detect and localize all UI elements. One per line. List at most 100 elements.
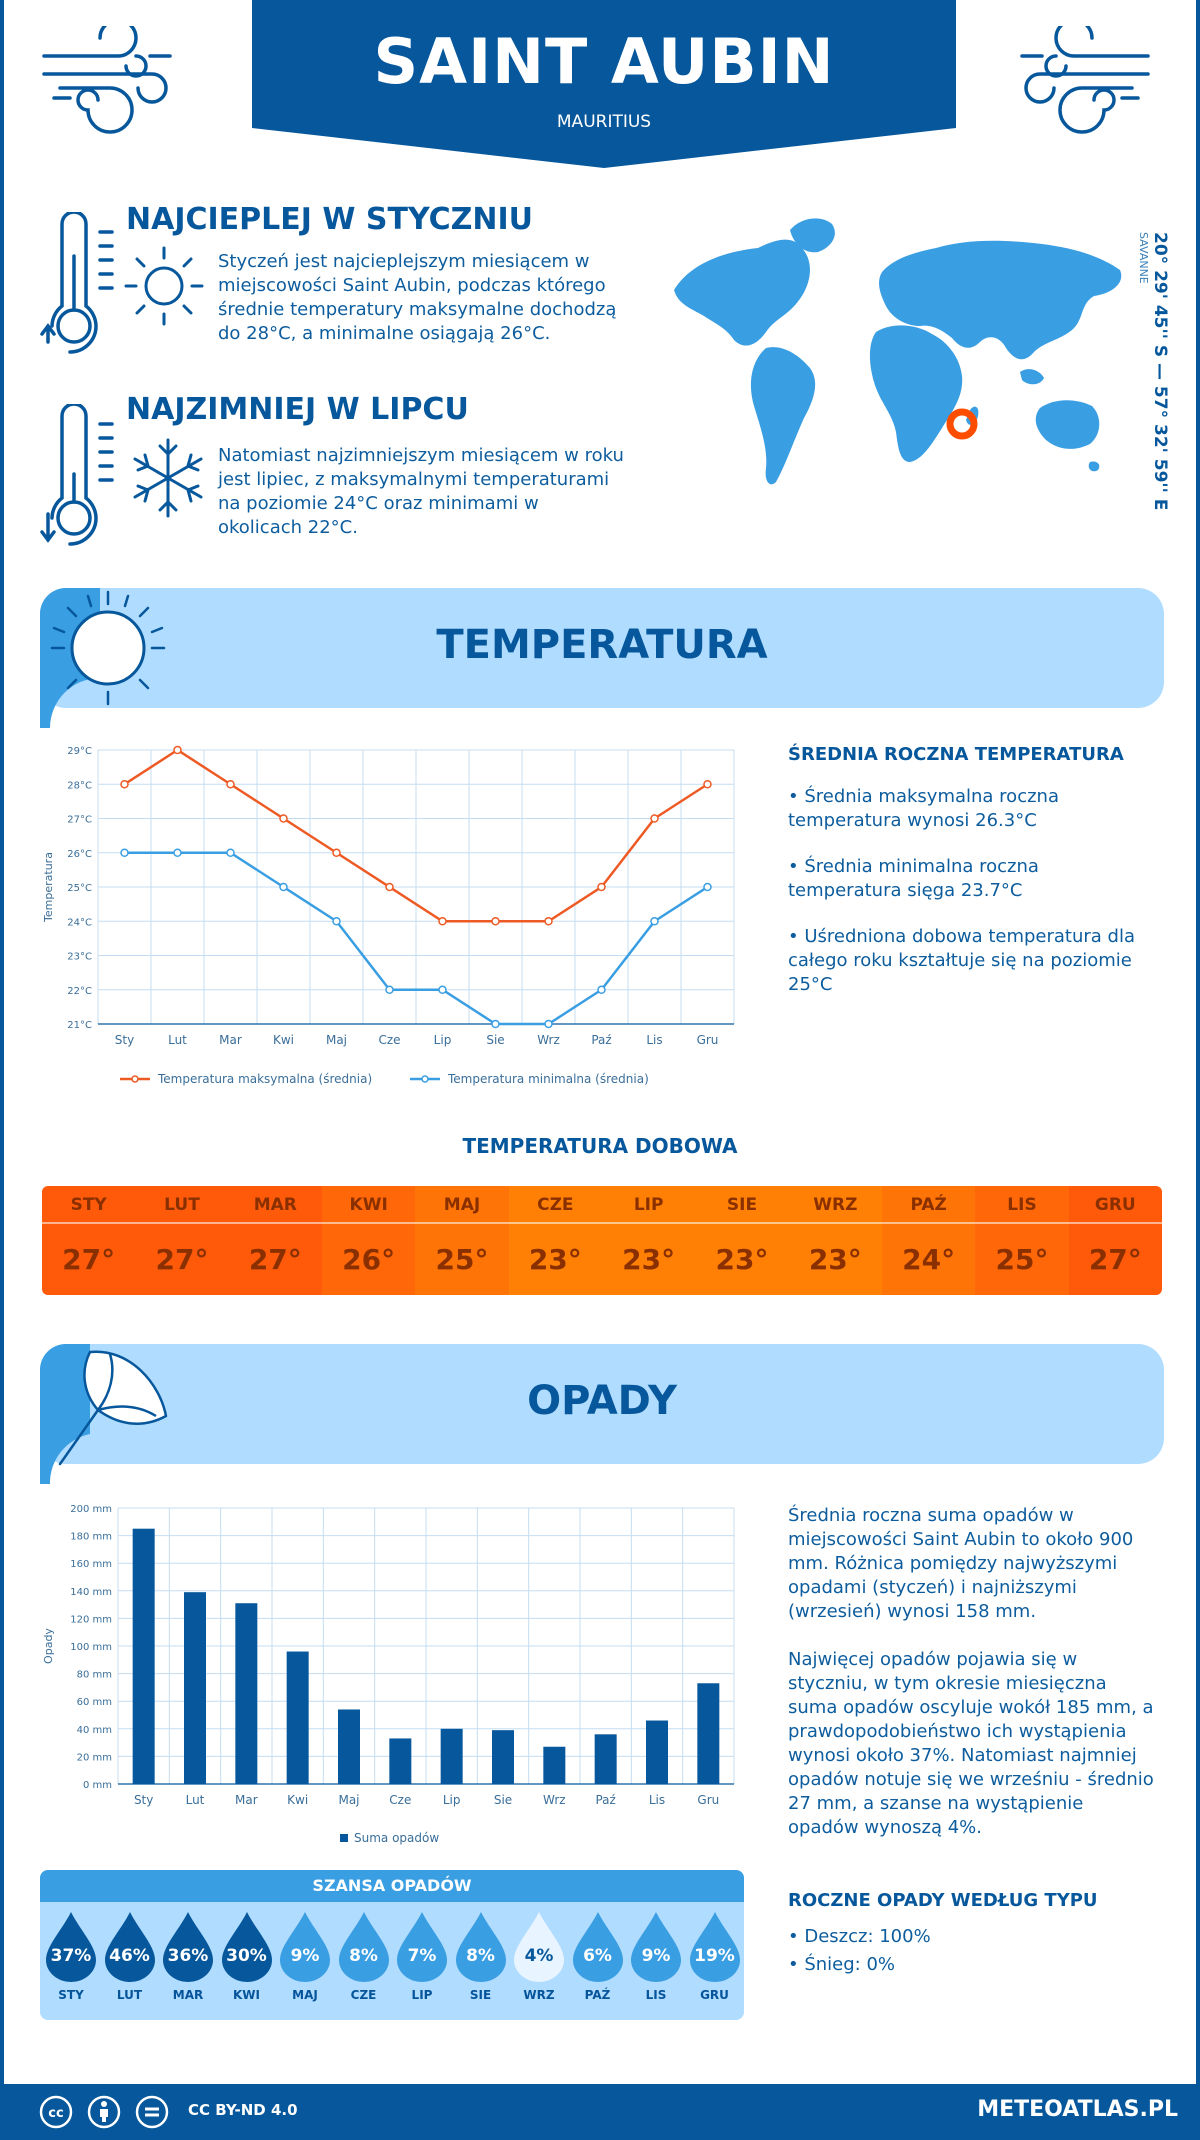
x-tick-label: Sty [115,1033,134,1047]
rain-chance-month: GRU [700,1988,729,2002]
y-tick-label: 100 mm [70,1642,112,1653]
rain-chance-value: 46% [109,1946,150,1966]
warmest-text: Styczeń jest najcieplejszym miesiącem w … [218,251,617,344]
daily-cell-2: MAR 27° [228,1186,322,1295]
temperature-chart: 21°C 22°C 23°C 24°C 25°C 26°C 27°C 28°C 29°C Sty L… [42,745,735,1086]
temp-summary-min: • Średnia minimalna roczna temperatura s… [788,856,1039,901]
x-tick-label: Wrz [543,1793,566,1807]
rain-drop-1: 46% LUT [103,1910,157,2002]
daily-value: 25° [435,1243,489,1276]
daily-value: 23° [528,1243,582,1276]
data-point [226,780,235,789]
coldest-text: Natomiast najzimniejszym miesiącem w rok… [218,445,624,538]
series-line-min [124,851,709,1026]
rain-drop-7: 8% SIE [454,1910,508,2002]
x-tick-label: Lip [443,1793,461,1807]
data-point [120,848,129,857]
temperature-band: TEMPERATURA [40,588,1164,708]
x-tick-label: Lut [168,1033,187,1047]
sun-icon [124,246,204,326]
data-point [703,882,712,892]
y-tick-label: 27°C [67,815,92,826]
raindrop-icon [46,1912,96,1982]
x-tick-label: Cze [378,1033,400,1047]
rain-chance-value: 4% [524,1946,554,1966]
y-tick-label: 180 mm [70,1532,112,1543]
y-tick-label: 200 mm [70,1504,112,1515]
rain-description: Średnia roczna suma opadów w miejscowośc… [788,1504,1158,1840]
daily-month: LIS [975,1186,1069,1224]
daily-value: 25° [995,1243,1049,1276]
daily-value: 27° [62,1243,116,1276]
y-axis-label: Opady [42,1628,55,1664]
data-point [650,814,659,823]
rain-chance-value: 8% [466,1946,495,1966]
legend-marker [421,1075,429,1083]
legend-label: Temperatura maksymalna (średnia) [157,1072,372,1086]
y-tick-label: 28°C [67,780,92,791]
rain-chance-month: LIS [645,1988,667,2002]
daily-month: KWI [322,1186,416,1224]
bar [594,1734,617,1784]
legend-label: Temperatura minimalna (średnia) [447,1072,649,1086]
daily-value: 26° [342,1243,396,1276]
rain-drop-2: 36% MAR [161,1910,215,2002]
daily-value: 23° [622,1243,676,1276]
rain-type-rain: • Deszcz: 100% [788,1926,931,1947]
world-map [674,218,1122,485]
bar [697,1683,720,1784]
raindrop-icon [689,1912,740,1982]
raindrop-icon [631,1912,681,1982]
rain-title: OPADY [527,1378,677,1424]
legend-label: Suma opadów [354,1831,439,1845]
daily-title: TEMPERATURA DOBOWA [462,1134,738,1158]
thermometer-cold-icon [40,404,114,546]
data-point [279,814,288,823]
rain-band: OPADY [40,1344,1164,1464]
bar [440,1728,463,1784]
daily-month: CZE [508,1186,602,1224]
x-tick-label: Kwi [287,1793,308,1807]
rain-drop-4: 9% MAJ [278,1910,332,2002]
wind-icon-left [42,26,172,134]
bar [646,1720,668,1784]
data-point [332,848,341,857]
daily-month: STY [42,1186,136,1224]
y-tick-label: 120 mm [70,1614,112,1625]
rain-chance-month: LUT [116,1988,143,2002]
data-point [438,985,447,994]
y-tick-label: 20 mm [77,1752,112,1763]
x-tick-label: Paź [595,1793,615,1807]
daily-cell-6: LIP 23° [602,1186,696,1295]
daily-cell-7: SIE 23° [695,1186,789,1295]
rain-chance-drops: 37% STY 46% LUT 36% MAR 30% KWI 9% MAJ 8% CZE 7% LIP 8… [40,1902,744,2020]
daily-month: LUT [135,1186,229,1224]
rain-chance-month: WRZ [523,1988,555,2002]
region-label: SAVANNE [1137,232,1150,284]
umbrella-icon [40,1344,168,1484]
raindrop-icon [163,1912,213,1982]
rain-chance-month: PAŹ [584,1988,611,2002]
data-point [650,917,659,926]
rain-chance-month: MAR [172,1988,204,2002]
bar [492,1730,514,1784]
rain-type-title: ROCZNE OPADY WEDŁUG TYPU [788,1890,1098,1911]
bar [543,1746,566,1784]
temp-summary-max: • Średnia maksymalna roczna temperatura … [788,786,1059,831]
y-tick-label: 40 mm [77,1725,112,1736]
data-point [385,985,394,994]
x-tick-label: Lip [434,1033,452,1047]
x-tick-label: Lis [649,1793,665,1807]
daily-cell-9: PAŹ 24° [882,1186,976,1295]
rain-chance-month: STY [58,1988,84,2002]
temperature-title: TEMPERATURA [436,622,768,668]
data-point [703,780,712,789]
rain-chance-value: 36% [167,1946,209,1966]
legend-marker [131,1075,139,1083]
data-point [332,917,341,926]
rain-drop-8: 4% WRZ [512,1910,566,2002]
site-link[interactable]: METEOATLAS.PL [977,2097,1178,2122]
rain-chance-month: MAJ [292,1988,318,2002]
y-tick-label: 29°C [67,746,92,757]
data-point [279,882,288,892]
